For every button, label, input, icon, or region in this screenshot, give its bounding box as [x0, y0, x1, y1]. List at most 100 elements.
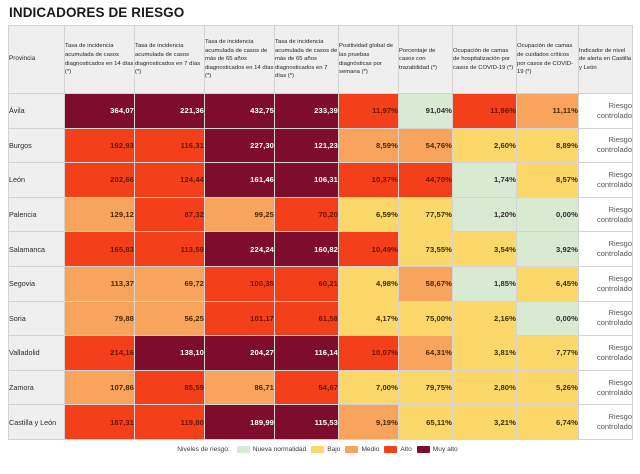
- cell-provincia: Soria: [8, 300, 65, 337]
- cell-provincia: León: [8, 162, 65, 198]
- table-row: Segovia 113,37 69,72 100,35 60,21 4,98% 58,67%…: [8, 265, 633, 302]
- legend-label-medio: Medio: [361, 445, 380, 453]
- column-header-positividad: Positividad global de las pruebas diagnó…: [338, 25, 399, 94]
- column-header-ia-65-14d: Tasa de incidencia acumulada de casos de…: [204, 25, 275, 94]
- column-header-ocupacion-hospitalizacion: Ocupación de camas de hospitalización po…: [452, 25, 517, 94]
- cell-value: 214,16: [64, 335, 135, 371]
- cell-value: 61,58: [274, 300, 339, 337]
- cell-value: 87,32: [134, 196, 205, 233]
- cell-value: 119,80: [134, 404, 205, 440]
- cell-value: 2,16%: [452, 300, 517, 337]
- cell-value: 432,75: [204, 93, 275, 129]
- cell-value: 224,24: [204, 231, 275, 267]
- cell-value: 86,71: [204, 369, 275, 406]
- legend-item-muy: Muy alto: [416, 445, 458, 453]
- column-header-ocupacion-criticos: Ocupación de camas de cuidados críticos …: [516, 25, 579, 94]
- cell-value: 11,97%: [338, 93, 399, 129]
- cell-indicador-alerta: Riesgo controlado: [578, 196, 633, 233]
- cell-value: 233,39: [274, 93, 339, 129]
- cell-value: 75,00%: [398, 300, 453, 337]
- cell-value: 3,54%: [452, 231, 517, 267]
- legend-item-bajo: Bajo: [311, 446, 340, 453]
- cell-value: 5,26%: [516, 369, 579, 406]
- cell-provincia: Salamanca: [8, 231, 65, 267]
- cell-value: 6,59%: [338, 196, 399, 233]
- table-row: Castilla y León 187,31 119,80 189,99 115,53 9…: [8, 404, 633, 440]
- legend-title: Niveles de riesgo:: [177, 445, 230, 453]
- cell-value: 70,20: [274, 196, 339, 233]
- cell-value: 116,14: [274, 335, 339, 371]
- cell-value: 113,37: [64, 265, 135, 302]
- cell-value: 1,85%: [452, 265, 517, 302]
- table-row: Palencia 129,12 87,32 99,25 70,20 6,59% 77,57%…: [8, 196, 633, 233]
- cell-provincia: Valladolid: [8, 335, 65, 371]
- cell-indicador-alerta: Riesgo controlado: [578, 265, 633, 302]
- cell-provincia: Palencia: [8, 196, 65, 233]
- cell-indicador-alerta: Riesgo controlado: [578, 300, 633, 337]
- legend-item-alto: Alto: [384, 445, 412, 453]
- cell-indicador-alerta: Riesgo controlado: [578, 127, 633, 164]
- risk-indicators-table: Provincia Tasa de incidencia acumulada d…: [8, 25, 633, 440]
- cell-value: 0,00%: [516, 300, 579, 337]
- legend-label-muy: Muy alto: [432, 445, 458, 453]
- cell-provincia: Zamora: [8, 369, 65, 406]
- cell-value: 4,98%: [338, 265, 399, 302]
- cell-indicador-alerta: Riesgo controlado: [578, 93, 633, 129]
- legend-label-alto: Alto: [400, 445, 412, 453]
- cell-value: 7,77%: [516, 335, 579, 371]
- cell-value: 10,37%: [338, 162, 399, 198]
- legend-swatch-alto: [384, 446, 398, 453]
- cell-value: 91,04%: [398, 93, 453, 129]
- cell-value: 69,72: [134, 265, 205, 302]
- cell-indicador-alerta: Riesgo controlado: [578, 369, 633, 406]
- cell-provincia: Ávila: [8, 93, 65, 129]
- cell-indicador-alerta: Riesgo controlado: [578, 231, 633, 267]
- table-header: Provincia Tasa de incidencia acumulada d…: [8, 25, 633, 94]
- cell-value: 227,30: [204, 127, 275, 164]
- page-title: INDICADORES DE RIESGO: [9, 5, 185, 20]
- column-header-indicador-alerta: Indicador de nivel de alerta en Castilla…: [578, 25, 633, 94]
- cell-value: 85,59: [134, 369, 205, 406]
- cell-provincia: Castilla y León: [8, 404, 65, 440]
- cell-value: 138,10: [134, 335, 205, 371]
- cell-value: 77,57%: [398, 196, 453, 233]
- table-row: Valladolid 214,16 138,10 204,27 116,14 10,07%…: [8, 335, 633, 371]
- cell-value: 106,31: [274, 162, 339, 198]
- cell-value: 100,35: [204, 265, 275, 302]
- table-row: Burgos 192,93 116,31 227,30 121,23 8,59% 54,76…: [8, 127, 633, 164]
- cell-value: 121,23: [274, 127, 339, 164]
- table-row: Zamora 107,86 85,59 86,71 54,67 7,00% 79,75% 2,…: [8, 369, 633, 406]
- cell-indicador-alerta: Riesgo controlado: [578, 404, 633, 440]
- cell-value: 221,36: [134, 93, 205, 129]
- cell-value: 187,31: [64, 404, 135, 440]
- column-header-ia-65-7d: Tasa de incidencia acumulada de casos de…: [274, 25, 339, 94]
- cell-value: 73,55%: [398, 231, 453, 267]
- cell-indicador-alerta: Riesgo controlado: [578, 335, 633, 371]
- table-row: León 202,66 124,44 161,46 106,31 10,37% 44,70%…: [8, 162, 633, 198]
- cell-provincia: Segovia: [8, 265, 65, 302]
- cell-value: 8,89%: [516, 127, 579, 164]
- column-header-ia-14d: Tasa de incidencia acumulada de casos di…: [64, 25, 135, 94]
- legend-items: Nueva normalidad Bajo Medio Alto Muy alto: [236, 445, 463, 453]
- cell-value: 161,46: [204, 162, 275, 198]
- cell-value: 124,44: [134, 162, 205, 198]
- cell-value: 3,21%: [452, 404, 517, 440]
- cell-value: 2,80%: [452, 369, 517, 406]
- cell-value: 3,81%: [452, 335, 517, 371]
- cell-value: 165,83: [64, 231, 135, 267]
- page-title-container: INDICADORES DE RIESGO: [0, 0, 640, 25]
- legend-swatch-bajo: [311, 446, 325, 453]
- cell-value: 65,11%: [398, 404, 453, 440]
- cell-value: 11,96%: [452, 93, 517, 129]
- legend-swatch-muy: [416, 446, 430, 453]
- cell-value: 192,93: [64, 127, 135, 164]
- column-header-provincia: Provincia: [8, 25, 65, 94]
- cell-value: 10,07%: [338, 335, 399, 371]
- cell-value: 129,12: [64, 196, 135, 233]
- cell-value: 202,66: [64, 162, 135, 198]
- table-row: Salamanca 165,83 113,59 224,24 160,82 10,49% 7…: [8, 231, 633, 267]
- cell-value: 4,17%: [338, 300, 399, 337]
- cell-value: 10,49%: [338, 231, 399, 267]
- legend-swatch-medio: [345, 446, 359, 453]
